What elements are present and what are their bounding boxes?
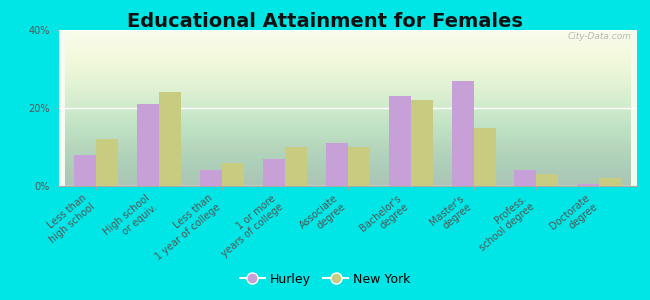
Bar: [452, 81, 473, 186]
Bar: [263, 159, 285, 186]
Bar: [411, 100, 433, 186]
Bar: [200, 170, 222, 186]
Legend: Hurley, New York: Hurley, New York: [235, 268, 415, 291]
Bar: [536, 174, 558, 186]
Bar: [599, 178, 621, 186]
Bar: [222, 163, 244, 186]
Bar: [74, 155, 96, 186]
Bar: [514, 170, 536, 186]
Bar: [326, 143, 348, 186]
Bar: [389, 96, 411, 186]
Text: City-Data.com: City-Data.com: [567, 32, 631, 40]
Bar: [96, 139, 118, 186]
Bar: [577, 184, 599, 186]
Bar: [348, 147, 370, 186]
Bar: [473, 128, 495, 186]
Text: Educational Attainment for Females: Educational Attainment for Females: [127, 12, 523, 31]
Bar: [137, 104, 159, 186]
Bar: [285, 147, 307, 186]
Bar: [159, 92, 181, 186]
